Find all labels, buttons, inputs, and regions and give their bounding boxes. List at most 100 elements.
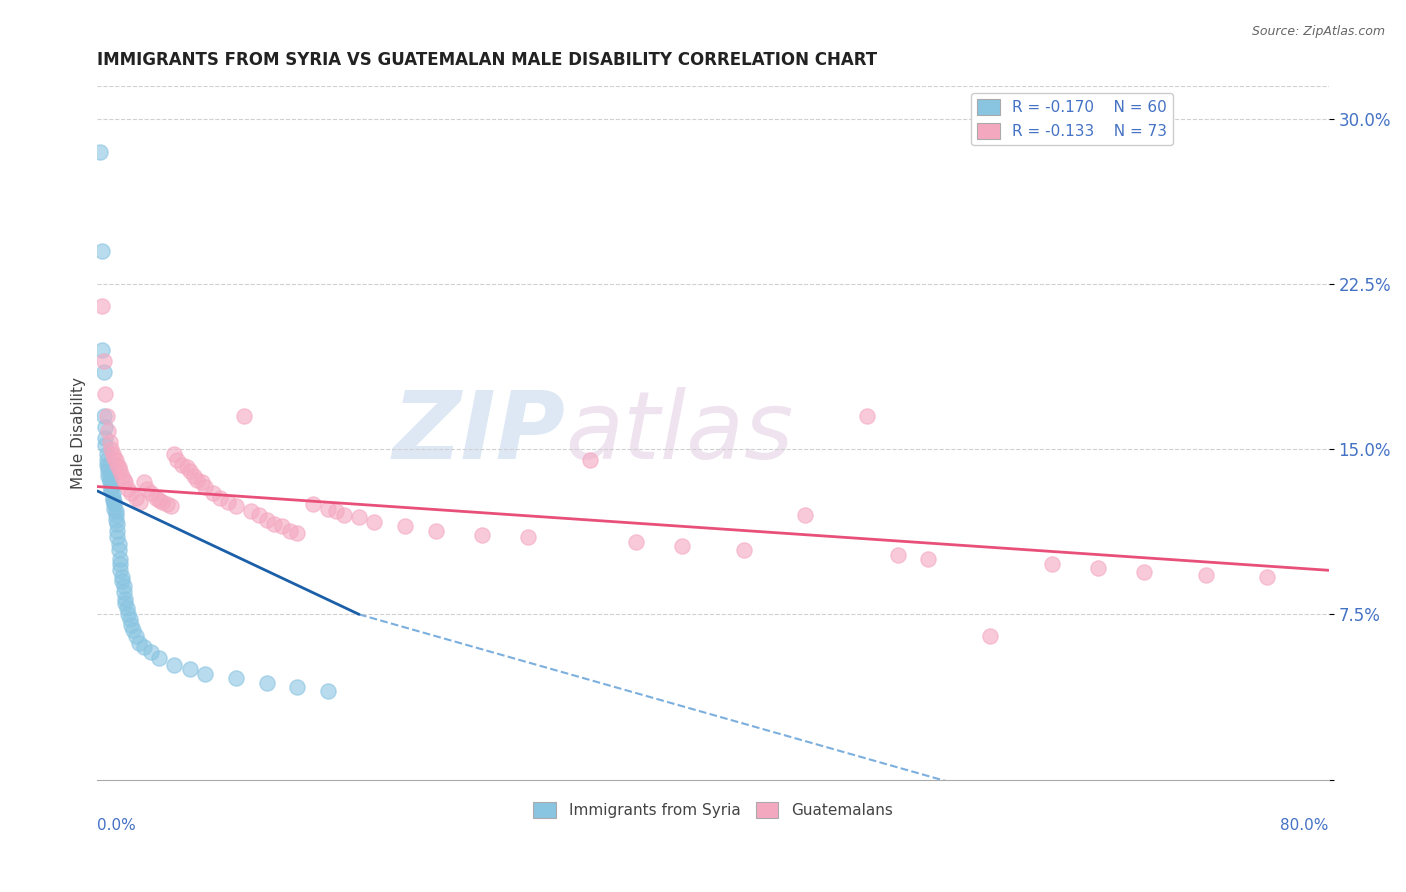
Point [186, 473, 208, 487]
Point [263, 516, 285, 531]
Point [97, 464, 120, 478]
Point [94, 431, 117, 445]
Point [105, 524, 128, 538]
Point [111, 574, 134, 589]
Point [128, 636, 150, 650]
Point [1256, 570, 1278, 584]
Point [104, 508, 127, 523]
Point [163, 446, 186, 460]
Point [94, 420, 117, 434]
Point [150, 495, 173, 509]
Point [97, 425, 120, 439]
Point [110, 552, 132, 566]
Point [217, 495, 239, 509]
Point [141, 486, 163, 500]
Point [363, 515, 385, 529]
Point [105, 516, 128, 531]
Point [103, 501, 125, 516]
Point [97, 468, 120, 483]
Point [91, 343, 114, 357]
Point [114, 591, 136, 606]
Point [141, 645, 163, 659]
Point [425, 524, 447, 538]
Point [129, 495, 152, 509]
Point [979, 629, 1001, 643]
Point [110, 563, 132, 577]
Point [114, 475, 136, 490]
Point [101, 491, 124, 505]
Point [93, 354, 115, 368]
Point [97, 459, 120, 474]
Point [98, 435, 121, 450]
Point [347, 510, 370, 524]
Point [125, 491, 148, 505]
Point [316, 684, 339, 698]
Point [105, 530, 128, 544]
Point [201, 486, 224, 500]
Point [93, 365, 115, 379]
Point [96, 409, 118, 423]
Point [117, 607, 139, 622]
Point [100, 479, 122, 493]
Point [98, 473, 121, 487]
Point [287, 525, 309, 540]
Point [170, 458, 193, 472]
Point [160, 500, 183, 514]
Point [112, 579, 135, 593]
Point [148, 651, 170, 665]
Point [183, 468, 205, 483]
Text: Source: ZipAtlas.com: Source: ZipAtlas.com [1251, 25, 1385, 38]
Point [103, 495, 125, 509]
Point [96, 446, 118, 460]
Point [110, 557, 132, 571]
Text: atlas: atlas [565, 387, 793, 478]
Point [100, 442, 122, 456]
Point [117, 482, 139, 496]
Point [163, 658, 186, 673]
Point [917, 552, 939, 566]
Point [132, 640, 155, 655]
Point [671, 539, 693, 553]
Point [271, 519, 294, 533]
Point [111, 468, 134, 483]
Point [98, 475, 121, 490]
Point [96, 458, 118, 472]
Point [191, 475, 214, 490]
Point [733, 543, 755, 558]
Point [194, 666, 217, 681]
Point [104, 504, 127, 518]
Point [145, 491, 167, 505]
Point [98, 471, 121, 485]
Point [108, 459, 131, 474]
Point [96, 453, 118, 467]
Point [121, 623, 143, 637]
Point [287, 680, 309, 694]
Point [332, 508, 354, 523]
Point [101, 492, 124, 507]
Point [1194, 567, 1216, 582]
Point [232, 409, 254, 423]
Point [225, 671, 247, 685]
Point [256, 513, 278, 527]
Point [89, 145, 111, 159]
Text: ZIP: ZIP [392, 386, 565, 479]
Point [100, 483, 122, 498]
Point [179, 663, 201, 677]
Point [886, 548, 908, 562]
Point [579, 453, 602, 467]
Point [108, 543, 131, 558]
Point [247, 508, 270, 523]
Point [794, 508, 817, 523]
Point [316, 501, 339, 516]
Point [104, 513, 127, 527]
Point [94, 438, 117, 452]
Point [225, 500, 247, 514]
Point [517, 530, 540, 544]
Point [135, 482, 157, 496]
Point [118, 612, 141, 626]
Text: 0.0%: 0.0% [97, 818, 136, 833]
Point [108, 537, 131, 551]
Point [856, 409, 879, 423]
Point [103, 497, 125, 511]
Point [148, 492, 170, 507]
